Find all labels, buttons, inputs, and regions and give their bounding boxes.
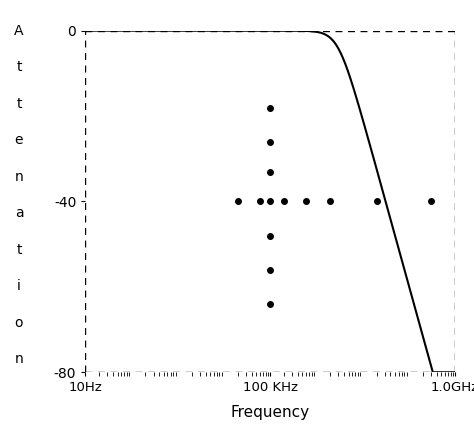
Text: a: a: [15, 206, 23, 220]
Text: i: i: [17, 279, 21, 293]
Text: o: o: [15, 316, 23, 330]
Text: n: n: [15, 352, 23, 366]
Text: t: t: [16, 60, 22, 74]
Text: A: A: [14, 24, 24, 38]
Text: n: n: [15, 170, 23, 184]
Text: t: t: [16, 97, 22, 111]
Text: t: t: [16, 243, 22, 257]
X-axis label: Frequency: Frequency: [231, 406, 310, 420]
Text: e: e: [15, 133, 23, 147]
